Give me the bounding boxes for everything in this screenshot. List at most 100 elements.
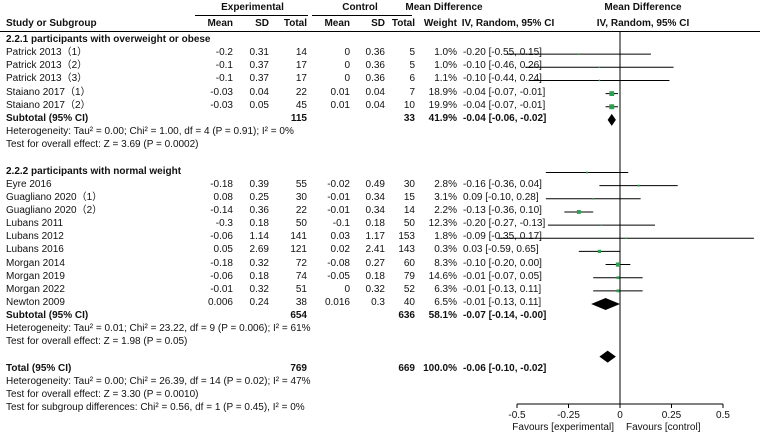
study-point <box>615 262 621 267</box>
study-point <box>600 224 603 226</box>
study-point <box>616 289 620 293</box>
header-bottom-rule <box>0 31 760 32</box>
cell-md-ci: -0.01 [-0.13, 0.11] <box>463 284 542 295</box>
cell-sd-e: 0.04 <box>249 87 269 98</box>
cell-total-c: 5 <box>409 47 415 58</box>
study-point <box>586 171 588 174</box>
cell-md-ci: -0.04 [-0.06, -0.02] <box>463 113 547 124</box>
cell-mean-e: -0.03 <box>210 87 233 98</box>
pooled-estimate-diamond <box>599 350 616 363</box>
cell-total-c: 52 <box>403 284 415 295</box>
row-label: Morgan 2022 <box>6 284 65 295</box>
cell-sd-e: 0.24 <box>249 297 269 308</box>
x-tick-label: -0.25 <box>557 410 580 421</box>
cell-sd-e: 0.31 <box>249 47 269 58</box>
cell-md-ci: -0.10 [-0.46, 0.26] <box>463 60 542 71</box>
cell-total-e: 55 <box>295 179 307 190</box>
header-mean-experimental: Mean <box>207 18 233 29</box>
header-md-plot-column: IV, Random, 95% CI <box>596 18 690 29</box>
cell-sd-e: 2.69 <box>249 244 269 255</box>
cell-total-e: 17 <box>295 60 307 71</box>
cell-weight: 6.3% <box>434 284 457 295</box>
cell-mean-c: 0.03 <box>330 231 350 242</box>
cell-total-e: 22 <box>295 87 307 98</box>
cell-sd-c: 0.18 <box>365 271 385 282</box>
cell-weight: 41.9% <box>428 113 457 124</box>
cell-sd-c: 1.17 <box>365 231 385 242</box>
cell-sd-c: 0.34 <box>365 192 385 203</box>
cell-sd-c: 0.04 <box>365 100 385 111</box>
cell-md-ci: -0.10 [-0.44, 0.24] <box>463 73 542 84</box>
header-mean-control: Mean <box>324 18 350 29</box>
cell-weight: 0.3% <box>434 244 457 255</box>
cell-md-ci: -0.10 [-0.20, 0.00] <box>463 258 542 269</box>
cell-total-e: 74 <box>295 271 307 282</box>
cell-mean-c: -0.01 <box>327 205 350 216</box>
header-control: Control <box>342 2 378 13</box>
cell-mean-e: 0.08 <box>213 192 233 203</box>
cell-total-c: 60 <box>403 258 415 269</box>
header-sd-control: SD <box>371 18 385 29</box>
row-label: Lubans 2016 <box>6 244 64 255</box>
cell-total-e: 38 <box>295 297 307 308</box>
cell-md-ci: -0.16 [-0.36, 0.04] <box>463 179 542 190</box>
cell-total-c: 40 <box>403 297 415 308</box>
row-label: Total (95% CI) <box>6 363 72 374</box>
cell-sd-c: 0.18 <box>365 218 385 229</box>
cell-sd-e: 0.25 <box>249 192 269 203</box>
cell-weight: 18.9% <box>428 87 457 98</box>
cell-md-ci: -0.20 [-0.27, -0.13] <box>463 218 546 229</box>
cell-mean-e: -0.3 <box>215 218 233 229</box>
row-label: Morgan 2014 <box>6 258 65 269</box>
cell-sd-c: 0.04 <box>365 87 385 98</box>
cell-sd-e: 0.39 <box>249 179 269 190</box>
cell-md-ci: -0.04 [-0.07, -0.01] <box>463 100 546 111</box>
cell-total-c: 79 <box>403 271 415 282</box>
cell-sd-e: 0.05 <box>249 100 269 111</box>
row-label: Patrick 2013（3） <box>6 73 88 84</box>
cell-mean-c: 0 <box>344 73 350 84</box>
cell-mean-c: -0.1 <box>332 218 350 229</box>
cell-md-ci: -0.01 [-0.13, 0.11] <box>463 297 542 308</box>
cell-weight: 19.9% <box>428 100 457 111</box>
study-point <box>598 66 601 69</box>
cell-total-c: 30 <box>403 179 415 190</box>
cell-weight: 1.1% <box>434 73 457 84</box>
cell-sd-c: 0.49 <box>365 179 385 190</box>
row-label: Patrick 2013（2） <box>6 60 88 71</box>
row-label: Morgan 2019 <box>6 271 65 282</box>
cell-sd-e: 0.36 <box>249 205 269 216</box>
cell-weight: 12.3% <box>428 218 457 229</box>
cell-sd-c: 0.27 <box>365 258 385 269</box>
cell-md-ci: 0.09 [-0.10, 0.28] <box>463 192 539 203</box>
study-point <box>609 104 615 110</box>
cell-mean-e: -0.01 <box>210 284 233 295</box>
header-weight: Weight <box>423 18 457 29</box>
row-label: Staiano 2017（2） <box>6 100 91 111</box>
favours-control-label: Favours [control] <box>626 422 701 433</box>
statistics-note: Test for overall effect: Z = 3.30 (P = 0… <box>6 389 199 400</box>
statistics-note: Test for overall effect: Z = 1.98 (P = 0… <box>6 336 188 347</box>
x-tick-label: 0.5 <box>716 410 730 421</box>
study-point <box>598 79 601 82</box>
cell-total-e: 115 <box>290 113 307 124</box>
study-point <box>576 210 581 214</box>
x-tick-label: 0.25 <box>661 410 682 421</box>
header-mean-difference: Mean Difference <box>405 2 483 13</box>
cell-mean-c: -0.05 <box>327 271 350 282</box>
cell-mean-c: -0.01 <box>327 192 350 203</box>
cell-md-ci: 0.03 [-0.59, 0.65] <box>463 244 539 255</box>
statistics-note: Test for overall effect: Z = 3.69 (P = 0… <box>6 139 199 150</box>
cell-mean-c: 0.01 <box>330 100 350 111</box>
cell-mean-c: 0.02 <box>330 244 350 255</box>
cell-total-e: 141 <box>290 231 307 242</box>
cell-weight: 6.5% <box>434 297 457 308</box>
cell-mean-e: -0.06 <box>210 271 233 282</box>
row-label: 2.2.2 participants with normal weight <box>6 166 182 177</box>
header-control-rule <box>312 15 412 16</box>
cell-total-c: 15 <box>403 192 415 203</box>
cell-total-e: 30 <box>295 192 307 203</box>
study-point <box>592 197 595 200</box>
cell-total-e: 121 <box>290 244 307 255</box>
